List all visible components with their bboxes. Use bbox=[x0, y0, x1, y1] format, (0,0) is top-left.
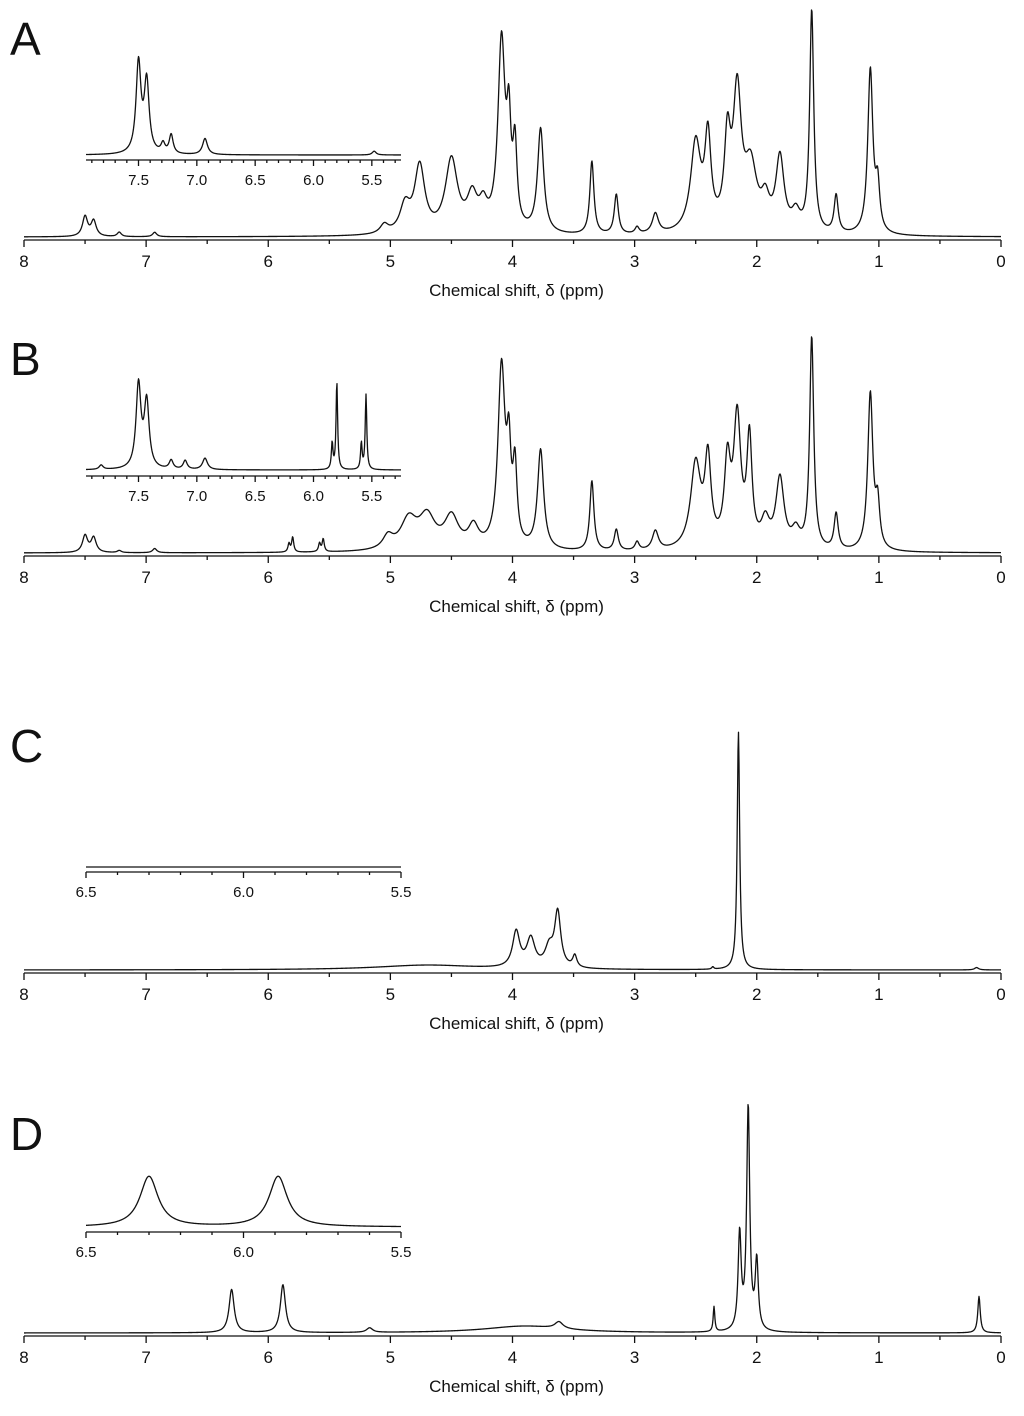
x-tick-label: 2 bbox=[752, 1348, 761, 1367]
inset-x-tick-label: 6.0 bbox=[233, 884, 254, 901]
x-tick-label: 0 bbox=[996, 985, 1005, 1004]
x-tick-label: 7 bbox=[141, 985, 150, 1004]
x-axis-title: Chemical shift, δ (ppm) bbox=[429, 1377, 604, 1396]
x-tick-label: 8 bbox=[19, 568, 28, 587]
inset-x-tick-label: 5.5 bbox=[361, 488, 382, 505]
x-tick-label: 4 bbox=[508, 568, 517, 587]
inset-x-tick-label: 6.5 bbox=[245, 488, 266, 505]
x-axis-title: Chemical shift, δ (ppm) bbox=[429, 1014, 604, 1033]
x-tick-label: 1 bbox=[874, 568, 883, 587]
inset-d: 6.5 6.0 5.5 bbox=[76, 1175, 412, 1261]
inset-x-tick-label: 7.0 bbox=[186, 172, 207, 189]
x-tick-label: 5 bbox=[386, 252, 395, 271]
x-tick-label: 5 bbox=[386, 1348, 395, 1367]
spectrum-trace bbox=[23, 1103, 1002, 1334]
x-tick-label: 3 bbox=[630, 985, 639, 1004]
x-tick-label: 8 bbox=[19, 985, 28, 1004]
inset-x-tick-label: 6.5 bbox=[76, 1244, 97, 1261]
x-tick-label: 4 bbox=[508, 252, 517, 271]
x-tick-label: 4 bbox=[508, 1348, 517, 1367]
panel-d: D 8 7 6 5 4 3 2 1 0 Chemical shift, δ (ppm) 6.5 6.0 5… bbox=[10, 1103, 1006, 1396]
inset-spectrum-trace bbox=[85, 55, 402, 156]
x-tick-label: 4 bbox=[508, 985, 517, 1004]
x-tick-label: 1 bbox=[874, 1348, 883, 1367]
panel-letter: C bbox=[10, 720, 43, 772]
inset-spectrum-trace bbox=[85, 378, 402, 471]
x-axis-title: Chemical shift, δ (ppm) bbox=[429, 597, 604, 616]
inset-x-tick-label: 5.5 bbox=[391, 884, 412, 901]
panel-letter: B bbox=[10, 333, 41, 385]
panel-c: C 8 7 6 5 4 3 2 1 0 Chemical shift, δ (ppm) 6.5 6.0 5… bbox=[10, 720, 1006, 1033]
panel-letter: A bbox=[10, 13, 41, 65]
x-tick-label: 7 bbox=[141, 1348, 150, 1367]
x-tick-label: 1 bbox=[874, 252, 883, 271]
inset-x-tick-label: 6.0 bbox=[233, 1244, 254, 1261]
x-tick-label: 7 bbox=[141, 568, 150, 587]
spectrum-trace bbox=[23, 731, 1002, 971]
x-tick-label: 2 bbox=[752, 252, 761, 271]
x-tick-label: 0 bbox=[996, 252, 1005, 271]
inset-x-tick-label: 6.0 bbox=[303, 172, 324, 189]
inset-b: 7.5 7.0 6.5 6.0 5.5 bbox=[85, 378, 402, 505]
spectrum-trace bbox=[23, 9, 1002, 238]
inset-x-tick-label: 6.5 bbox=[245, 172, 266, 189]
inset-x-tick-label: 5.5 bbox=[391, 1244, 412, 1261]
x-tick-label: 5 bbox=[386, 568, 395, 587]
x-tick-label: 0 bbox=[996, 568, 1005, 587]
x-tick-label: 6 bbox=[264, 985, 273, 1004]
inset-x-tick-label: 7.5 bbox=[128, 172, 149, 189]
spectrum-trace bbox=[23, 336, 1002, 554]
inset-x-tick-label: 7.5 bbox=[128, 488, 149, 505]
x-tick-label: 2 bbox=[752, 985, 761, 1004]
x-tick-label: 3 bbox=[630, 1348, 639, 1367]
x-tick-label: 8 bbox=[19, 1348, 28, 1367]
inset-x-tick-label: 7.0 bbox=[186, 488, 207, 505]
panel-b: B 8 7 6 5 4 3 2 1 0 Chemical shift, δ (ppm) 7.5 7.0 6… bbox=[10, 333, 1006, 616]
x-tick-label: 6 bbox=[264, 568, 273, 587]
x-tick-label: 6 bbox=[264, 252, 273, 271]
panel-a: A 8 7 6 5 4 3 2 1 0 Chemical shift, δ (ppm) 7.5 7.0 6… bbox=[10, 9, 1006, 300]
x-tick-label: 1 bbox=[874, 985, 883, 1004]
panel-letter: D bbox=[10, 1108, 43, 1160]
x-tick-label: 3 bbox=[630, 252, 639, 271]
x-tick-label: 8 bbox=[19, 252, 28, 271]
inset-c: 6.5 6.0 5.5 bbox=[76, 866, 412, 901]
x-tick-label: 0 bbox=[996, 1348, 1005, 1367]
x-tick-label: 5 bbox=[386, 985, 395, 1004]
x-tick-label: 6 bbox=[264, 1348, 273, 1367]
inset-x-tick-label: 6.0 bbox=[303, 488, 324, 505]
x-axis-title: Chemical shift, δ (ppm) bbox=[429, 281, 604, 300]
x-tick-label: 7 bbox=[141, 252, 150, 271]
x-tick-label: 3 bbox=[630, 568, 639, 587]
inset-x-tick-label: 6.5 bbox=[76, 884, 97, 901]
inset-x-tick-label: 5.5 bbox=[361, 172, 382, 189]
inset-spectrum-trace bbox=[85, 1175, 402, 1228]
inset-a: 7.5 7.0 6.5 6.0 5.5 bbox=[85, 55, 402, 189]
x-tick-label: 2 bbox=[752, 568, 761, 587]
